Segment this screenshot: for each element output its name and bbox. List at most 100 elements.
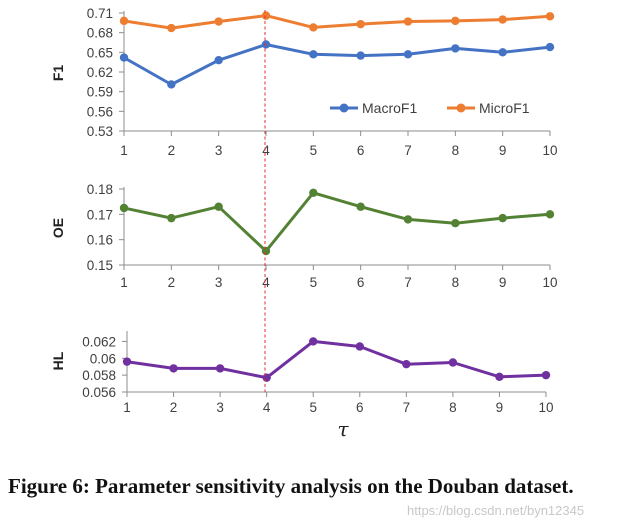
f1-y-tick-label: 0.71 <box>87 6 113 21</box>
oe-data-point-oe <box>261 246 271 256</box>
oe-y-tick-label: 0.16 <box>87 233 113 248</box>
f1-data-point-macrof1 <box>403 50 413 59</box>
f1-data-point-macrof1 <box>309 50 318 59</box>
hl-x-tick-label: 6 <box>356 400 364 415</box>
oe-x-tick-label: 6 <box>357 275 365 290</box>
hl-data-point-hl <box>355 342 364 351</box>
oe-x-tick-label: 9 <box>499 275 507 290</box>
oe-y-label: OE <box>50 218 66 238</box>
oe-data-point-oe <box>545 210 555 219</box>
f1-data-point-microf1 <box>119 16 129 26</box>
f1-data-point-macrof1 <box>167 80 176 89</box>
hl-data-point-hl <box>215 364 225 373</box>
f1-data-point-macrof1 <box>545 42 555 52</box>
hl-data-point-hl <box>448 358 458 367</box>
hl-y-label: HL <box>50 351 66 370</box>
hl-x-tick-label: 4 <box>263 400 271 415</box>
f1-data-point-microf1 <box>261 11 271 20</box>
oe-data-point-oe <box>119 203 129 213</box>
hl-x-tick-label: 10 <box>538 400 553 415</box>
hl-y-tick-label: 0.062 <box>82 334 116 349</box>
f1-y-tick-label: 0.65 <box>87 45 113 60</box>
oe-data-point-oe <box>451 219 460 228</box>
oe-series-line-oe <box>123 191 551 253</box>
figure: F1 0.71 0.68 0.65 0.62 0.59 0.56 0.53 1 2 3 4 5 6 7 8 9… <box>50 6 558 441</box>
x-axis-label-tau: τ <box>337 417 349 441</box>
oe-x-tick-label: 7 <box>404 275 412 290</box>
oe-x-tick-label: 8 <box>452 275 460 290</box>
f1-legend: MacroF1 MicroF1 <box>330 100 530 116</box>
oe-data-point-oe <box>356 202 365 211</box>
oe-x-tick-label: 3 <box>215 275 223 290</box>
hl-data-point-hl <box>541 370 551 380</box>
f1-x-tick-label: 10 <box>542 143 557 158</box>
oe-y-tick-label: 0.15 <box>87 258 113 273</box>
oe-data-point-oe <box>403 215 413 224</box>
legend-microf1: MicroF1 <box>479 100 530 116</box>
hl-x-tick-label: 1 <box>123 400 131 415</box>
oe-x-tick-label: 4 <box>262 275 270 290</box>
f1-y-tick-label: 0.56 <box>87 104 113 119</box>
f1-data-point-macrof1 <box>451 44 460 53</box>
oe-data-point-oe <box>309 188 318 197</box>
legend-macrof1: MacroF1 <box>362 100 417 116</box>
hl-x-tick-label: 9 <box>496 400 504 415</box>
hl-y-tick-label: 0.058 <box>82 368 116 383</box>
f1-data-point-microf1 <box>498 15 507 24</box>
hl-x-tick-label: 7 <box>403 400 411 415</box>
figure-caption: Figure 6: Parameter sensitivity analysis… <box>8 474 574 498</box>
f1-x-tick-label: 9 <box>499 143 507 158</box>
hl-series-line-hl <box>126 339 547 380</box>
hl-data-point-hl <box>262 373 271 382</box>
hl-data-point-hl <box>309 337 318 346</box>
oe-data-point-oe <box>214 202 223 211</box>
oe-x-tick-label: 10 <box>542 275 557 290</box>
f1-x-tick-label: 7 <box>404 143 412 158</box>
hl-data-point-hl <box>495 372 504 382</box>
panel-hl: HL 0.062 0.06 0.058 0.056 1 2 3 4 5 6 7 8 9 10 <box>50 331 554 415</box>
hl-x-tick-label: 5 <box>309 400 317 415</box>
oe-x-tick-label: 5 <box>310 275 318 290</box>
f1-x-tick-label: 6 <box>357 143 365 158</box>
f1-data-point-microf1 <box>214 17 223 26</box>
f1-data-point-microf1 <box>309 23 318 32</box>
f1-y-tick-label: 0.53 <box>87 124 113 139</box>
oe-x-tick-label: 1 <box>120 275 128 290</box>
f1-y-tick-label: 0.62 <box>87 65 113 80</box>
f1-y-tick-label: 0.68 <box>87 26 113 41</box>
panel-f1: F1 0.71 0.68 0.65 0.62 0.59 0.56 0.53 1 2 3 4 5 6 7 8 9… <box>50 6 558 158</box>
panel-oe: OE 0.18 0.17 0.16 0.15 1 2 3 4 5 6 7 8 9 10 <box>50 182 558 290</box>
f1-data-point-macrof1 <box>498 48 507 57</box>
hl-data-point-hl <box>169 364 178 373</box>
f1-data-point-macrof1 <box>119 53 129 62</box>
watermark: https://blog.csdn.net/byn12345 <box>407 503 585 518</box>
f1-y-label: F1 <box>50 65 66 82</box>
f1-data-point-microf1 <box>356 19 365 29</box>
f1-data-point-microf1 <box>167 23 176 33</box>
f1-x-tick-label: 3 <box>215 143 223 158</box>
f1-data-point-microf1 <box>545 12 555 21</box>
oe-y-tick-label: 0.18 <box>87 182 113 197</box>
f1-x-tick-label: 5 <box>310 143 318 158</box>
f1-x-tick-label: 8 <box>452 143 460 158</box>
hl-y-tick-label: 0.06 <box>90 351 116 366</box>
f1-data-point-macrof1 <box>214 56 223 65</box>
f1-data-point-macrof1 <box>261 40 271 49</box>
f1-data-point-macrof1 <box>356 51 365 60</box>
hl-data-point-hl <box>402 359 411 369</box>
oe-data-point-oe <box>167 213 176 223</box>
f1-data-point-microf1 <box>403 17 413 26</box>
oe-y-tick-label: 0.17 <box>87 207 113 222</box>
hl-data-point-hl <box>122 357 132 366</box>
f1-x-tick-label: 2 <box>168 143 176 158</box>
f1-y-tick-label: 0.59 <box>87 85 113 100</box>
f1-series-line-microf1 <box>123 14 551 30</box>
f1-x-tick-label: 4 <box>262 143 270 158</box>
hl-x-tick-label: 8 <box>449 400 457 415</box>
f1-data-point-microf1 <box>451 16 460 26</box>
f1-series-line-macrof1 <box>123 43 551 86</box>
oe-data-point-oe <box>498 213 507 223</box>
hl-x-tick-label: 3 <box>216 400 224 415</box>
hl-x-tick-label: 2 <box>170 400 178 415</box>
hl-y-tick-label: 0.056 <box>82 385 116 400</box>
